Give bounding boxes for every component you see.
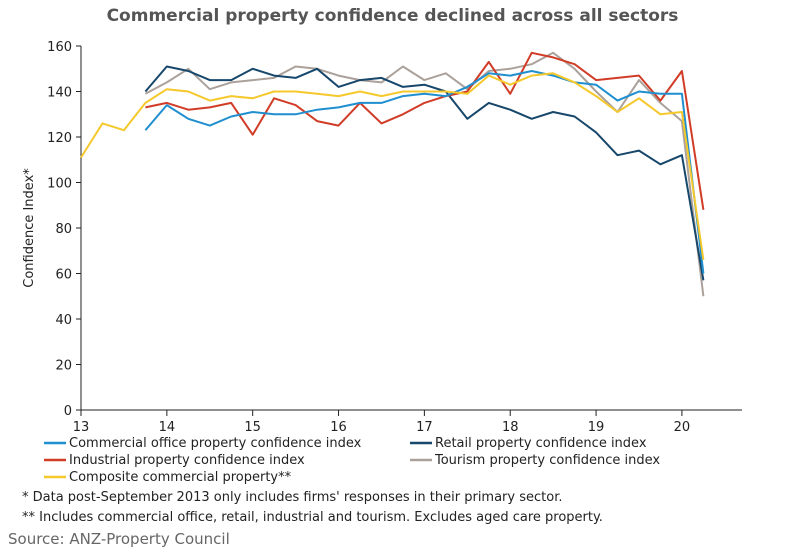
legend-label: Commercial office property confidence in… <box>69 436 362 451</box>
series-line-5 <box>80 72 705 261</box>
line-chart: 0 20 40 60 80 100 120 140 160 13 14 15 16 17 18 19 20 C… <box>22 40 742 485</box>
legend: Commercial office property confidence in… <box>44 436 660 485</box>
y-tick-label: 100 <box>47 177 72 192</box>
x-tick-label: 13 <box>73 420 90 435</box>
footnote-data: * Data post-September 2013 only includes… <box>22 490 563 505</box>
legend-label: Industrial property confidence index <box>69 453 305 468</box>
y-tick-label: 160 <box>47 40 72 55</box>
y-tick-label: 120 <box>47 131 72 146</box>
y-tick-label: 80 <box>55 222 72 237</box>
legend-label: Tourism property confidence index <box>434 453 660 468</box>
x-axis-ticks: 13 14 15 16 17 18 19 20 <box>73 410 690 435</box>
y-tick-label: 0 <box>64 404 72 419</box>
x-tick-label: 15 <box>244 420 261 435</box>
series-line-1 <box>144 70 705 274</box>
y-tick-label: 60 <box>55 268 72 283</box>
x-tick-label: 17 <box>416 420 433 435</box>
x-tick-label: 14 <box>159 420 176 435</box>
legend-label: Composite commercial property** <box>69 470 292 485</box>
x-tick-label: 19 <box>588 420 605 435</box>
legend-label: Retail property confidence index <box>435 436 647 451</box>
y-tick-label: 140 <box>47 86 72 101</box>
series-line-2 <box>144 65 705 281</box>
y-axis-label: Confidence Index* <box>22 168 37 288</box>
series-line-4 <box>144 51 705 297</box>
y-axis-ticks: 0 20 40 60 80 100 120 140 160 <box>47 40 81 419</box>
y-tick-label: 40 <box>55 313 72 328</box>
x-tick-label: 18 <box>502 420 519 435</box>
chart-title: Commercial property confidence declined … <box>106 6 679 26</box>
series-line-3 <box>145 51 705 210</box>
x-tick-label: 16 <box>330 420 347 435</box>
source-note: Source: ANZ-Property Council <box>8 530 230 548</box>
footnote-composite: ** Includes commercial office, retail, i… <box>22 510 603 525</box>
series-lines <box>80 51 705 297</box>
y-tick-label: 20 <box>55 359 72 374</box>
x-tick-label: 20 <box>674 420 691 435</box>
